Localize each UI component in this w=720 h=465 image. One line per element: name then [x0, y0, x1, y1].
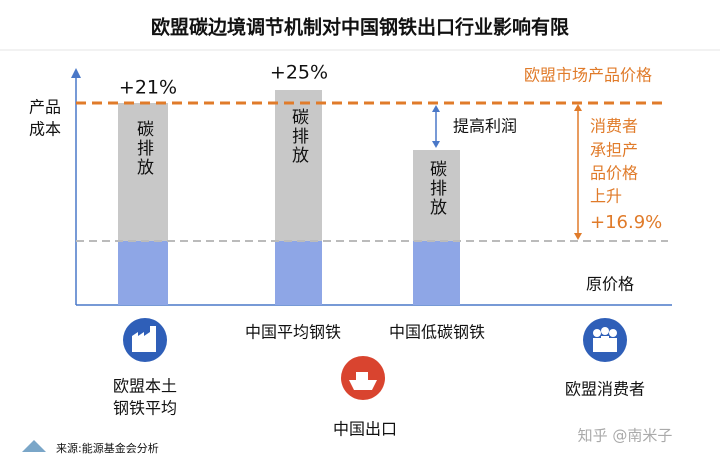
consumer-note: 消费者 承担产 品价格 上升 +16.9%: [590, 117, 662, 234]
source-logo: [22, 440, 46, 452]
base-segment: [118, 241, 168, 305]
y-axis-label: 产品: [29, 98, 61, 117]
arrow-head: [574, 233, 582, 240]
segment-label: 碳排放: [426, 160, 447, 217]
profit-label: 提高利润: [453, 117, 517, 136]
original-price-label: 原价格: [586, 275, 634, 294]
people-shape: [593, 327, 617, 352]
segment-label: 碳排放: [133, 120, 154, 177]
arrow-head: [432, 141, 440, 148]
arrow-head: [574, 104, 582, 111]
arrow-head: [432, 105, 440, 112]
watermark: 知乎 @南米子: [578, 427, 673, 445]
base-segment: [413, 241, 460, 305]
change-label: +21%: [119, 77, 177, 99]
category-label: 中国平均钢铁: [245, 323, 341, 342]
category-label: 欧盟本土: [113, 377, 177, 396]
y-axis-arrow: [71, 68, 81, 78]
note-line: 承担产: [590, 141, 638, 160]
carbon-segment: [413, 150, 460, 241]
consumers-label: 欧盟消费者: [565, 380, 645, 399]
factory-shape: [132, 326, 156, 352]
title: 欧盟碳边境调节机制对中国钢铁出口行业影响有限: [151, 16, 569, 39]
ship-shape: [349, 372, 377, 390]
note-line: 消费者: [590, 117, 638, 136]
source: 来源:能源基金会分析: [56, 441, 159, 455]
note-line: 上升: [590, 187, 622, 206]
category-label: 中国低碳钢铁: [389, 323, 485, 342]
base-segment: [275, 241, 322, 305]
carbon-segment: [118, 103, 168, 241]
eu-price-label: 欧盟市场产品价格: [524, 66, 652, 85]
segment-label: 碳排放: [288, 108, 309, 165]
note-line: 品价格: [590, 164, 638, 183]
y-axis-label: 成本: [29, 120, 61, 139]
change-label: +25%: [270, 62, 328, 84]
note-line: +16.9%: [590, 212, 662, 233]
category-label: 钢铁平均: [113, 399, 177, 418]
exports-label: 中国出口: [333, 420, 397, 439]
carbon-segment: [275, 90, 322, 241]
